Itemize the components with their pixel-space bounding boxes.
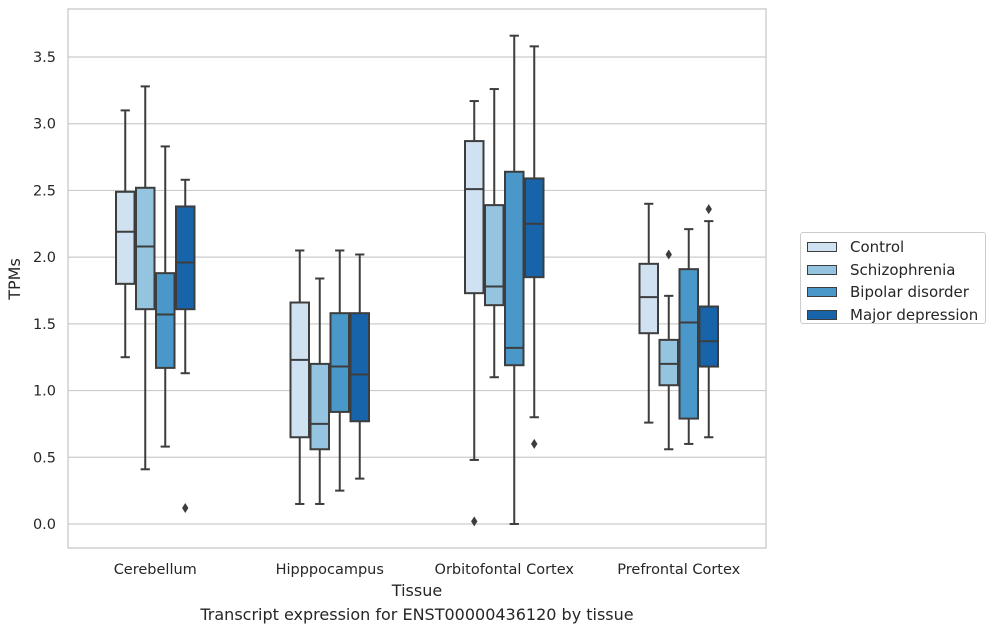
iqr-box <box>658 338 679 387</box>
plot-frame <box>67 8 767 549</box>
y-tick-label: 0.0 <box>33 517 56 533</box>
outlier-point <box>471 516 478 527</box>
outlier-point <box>665 249 672 260</box>
x-tick-labels: Cerebellum Hipppocampus Orbitofontal Corte… <box>114 562 741 578</box>
legend-item: Schizophrenia <box>807 259 985 282</box>
iqr-box <box>638 262 659 335</box>
box-major-depression <box>698 204 719 439</box>
x-tick-label: Hipppocampus <box>276 562 384 578</box>
box-schizophrenia <box>658 249 679 451</box>
iqr-box <box>484 204 505 307</box>
box-control <box>289 249 310 505</box>
y-tick-label: 3.0 <box>33 117 56 133</box>
legend-label: Schizophrenia <box>850 260 956 279</box>
iqr-box <box>464 140 485 295</box>
iqr-box <box>349 312 370 423</box>
box-plot-series <box>115 34 719 527</box>
iqr-box <box>329 312 350 413</box>
y-tick-label: 2.5 <box>33 183 56 199</box>
iqr-box <box>309 362 330 451</box>
outlier-point <box>182 502 189 513</box>
box-schizophrenia <box>309 277 330 505</box>
box-bipolar-disorder <box>504 34 525 525</box>
y-tick-labels: 0.0 0.5 1.0 1.5 2.0 2.5 3.0 3.5 <box>33 50 56 533</box>
iqr-box <box>289 301 310 439</box>
legend-item: Bipolar disorder <box>807 281 985 304</box>
chart-legend: Control Schizophrenia Bipolar disorder Majo… <box>800 232 986 324</box>
y-tick-label: 1.5 <box>33 317 56 333</box>
box-schizophrenia <box>135 85 156 471</box>
x-tick-label: Prefrontal Cortex <box>617 562 740 578</box>
legend-label: Control <box>850 238 905 257</box>
legend-item: Control <box>807 236 985 259</box>
legend-item: Major depression <box>807 304 985 327</box>
legend-label: Bipolar disorder <box>850 283 969 302</box>
outlier-point <box>531 438 538 449</box>
iqr-box <box>115 190 136 285</box>
iqr-box <box>678 268 699 420</box>
legend-swatch <box>807 309 837 320</box>
y-tick-label: 3.5 <box>33 50 56 66</box>
y-tick-label: 1.0 <box>33 384 56 400</box>
iqr-box <box>504 170 525 367</box>
legend-label: Major depression <box>850 305 979 324</box>
legend-swatch <box>807 264 837 275</box>
box-bipolar-disorder <box>678 228 699 445</box>
iqr-box <box>175 205 196 311</box>
box-major-depression <box>175 178 196 513</box>
legend-swatch <box>807 287 837 298</box>
figure-caption: Transcript expression for ENST0000043612… <box>200 605 634 624</box>
box-control <box>464 100 485 527</box>
box-control <box>115 109 136 359</box>
legend-swatch <box>807 242 837 253</box>
x-axis-label: Tissue <box>391 581 442 600</box>
box-schizophrenia <box>484 88 505 379</box>
iqr-box <box>524 177 545 279</box>
box-control <box>638 202 659 424</box>
box-major-depression <box>349 253 370 480</box>
y-tick-label: 0.5 <box>33 450 56 466</box>
outlier-point <box>705 204 712 215</box>
box-major-depression <box>524 45 545 449</box>
y-tick-label: 2.0 <box>33 250 56 266</box>
x-tick-label: Orbitofontal Cortex <box>435 562 575 578</box>
box-bipolar-disorder <box>329 249 350 492</box>
box-bipolar-disorder <box>155 145 176 448</box>
iqr-box <box>135 186 156 311</box>
y-axis-label: TPMs <box>5 258 24 301</box>
x-tick-label: Cerebellum <box>114 562 197 578</box>
iqr-box <box>155 272 176 369</box>
iqr-box <box>698 305 719 368</box>
